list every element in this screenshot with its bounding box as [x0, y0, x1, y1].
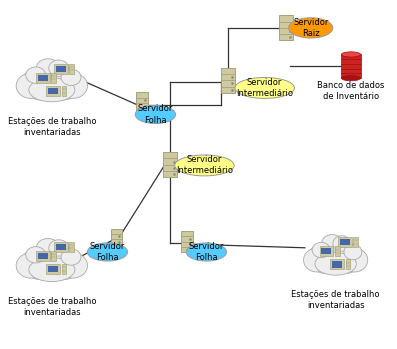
Ellipse shape: [49, 60, 69, 76]
Ellipse shape: [235, 77, 295, 98]
FancyBboxPatch shape: [69, 64, 74, 74]
FancyBboxPatch shape: [353, 237, 358, 247]
Ellipse shape: [37, 59, 60, 76]
Ellipse shape: [29, 78, 75, 102]
Ellipse shape: [42, 247, 83, 280]
FancyBboxPatch shape: [338, 237, 352, 247]
FancyBboxPatch shape: [163, 152, 177, 177]
FancyBboxPatch shape: [69, 242, 74, 252]
FancyBboxPatch shape: [330, 260, 344, 269]
Ellipse shape: [26, 67, 46, 83]
Ellipse shape: [21, 247, 61, 280]
Ellipse shape: [289, 18, 333, 38]
Text: Servidor
Raiz: Servidor Raiz: [293, 18, 328, 38]
Ellipse shape: [37, 238, 60, 256]
FancyBboxPatch shape: [48, 266, 58, 272]
Ellipse shape: [61, 249, 81, 265]
FancyBboxPatch shape: [56, 244, 66, 250]
FancyBboxPatch shape: [54, 242, 68, 252]
Ellipse shape: [16, 253, 45, 278]
FancyBboxPatch shape: [322, 248, 331, 254]
FancyBboxPatch shape: [38, 75, 48, 81]
FancyBboxPatch shape: [332, 261, 342, 268]
Ellipse shape: [333, 236, 351, 251]
Ellipse shape: [312, 242, 330, 258]
Ellipse shape: [320, 238, 351, 265]
FancyBboxPatch shape: [221, 68, 235, 93]
Ellipse shape: [49, 240, 69, 256]
Ellipse shape: [26, 247, 46, 263]
FancyBboxPatch shape: [38, 253, 48, 259]
FancyBboxPatch shape: [56, 66, 66, 72]
Ellipse shape: [87, 243, 127, 261]
FancyBboxPatch shape: [279, 15, 293, 40]
Ellipse shape: [341, 248, 368, 272]
FancyBboxPatch shape: [136, 92, 148, 113]
Ellipse shape: [135, 105, 175, 124]
FancyBboxPatch shape: [48, 88, 58, 94]
Ellipse shape: [42, 67, 83, 100]
Ellipse shape: [341, 76, 360, 81]
Ellipse shape: [61, 69, 81, 86]
Text: Servidor
Intermediário: Servidor Intermediário: [176, 155, 233, 176]
Ellipse shape: [34, 242, 69, 270]
Ellipse shape: [341, 52, 360, 57]
FancyBboxPatch shape: [54, 64, 68, 74]
Ellipse shape: [186, 243, 227, 261]
Text: Banco de dados
de Inventário: Banco de dados de Inventário: [317, 81, 385, 101]
FancyBboxPatch shape: [320, 246, 333, 256]
Ellipse shape: [21, 67, 61, 100]
Text: Servidor
Folha: Servidor Folha: [189, 242, 224, 262]
Ellipse shape: [308, 243, 344, 273]
Ellipse shape: [16, 73, 45, 98]
Ellipse shape: [315, 253, 357, 275]
FancyBboxPatch shape: [51, 251, 56, 261]
Text: Servidor
Intermediário: Servidor Intermediário: [236, 78, 293, 98]
Ellipse shape: [344, 244, 362, 260]
Text: Estações de trabalho
inventariadas: Estações de trabalho inventariadas: [8, 297, 96, 317]
Text: Servidor
Folha: Servidor Folha: [138, 104, 173, 125]
FancyBboxPatch shape: [341, 54, 360, 78]
FancyBboxPatch shape: [62, 264, 66, 274]
Text: Estações de trabalho
inventariadas: Estações de trabalho inventariadas: [8, 117, 96, 137]
FancyBboxPatch shape: [181, 231, 193, 252]
FancyBboxPatch shape: [46, 86, 60, 96]
Ellipse shape: [34, 62, 69, 91]
FancyBboxPatch shape: [345, 260, 350, 269]
Ellipse shape: [29, 258, 75, 282]
Ellipse shape: [322, 235, 343, 251]
Text: Servidor
Folha: Servidor Folha: [90, 242, 125, 262]
FancyBboxPatch shape: [36, 251, 50, 261]
Ellipse shape: [175, 155, 234, 176]
FancyBboxPatch shape: [46, 264, 60, 274]
FancyBboxPatch shape: [36, 73, 50, 83]
Text: Estações de trabalho
inventariadas: Estações de trabalho inventariadas: [291, 290, 380, 310]
Ellipse shape: [58, 73, 87, 98]
Ellipse shape: [328, 243, 363, 273]
FancyBboxPatch shape: [62, 86, 66, 96]
FancyBboxPatch shape: [340, 239, 350, 245]
FancyBboxPatch shape: [51, 73, 56, 83]
Ellipse shape: [58, 253, 87, 278]
FancyBboxPatch shape: [335, 246, 339, 256]
Ellipse shape: [304, 248, 330, 272]
FancyBboxPatch shape: [110, 229, 122, 250]
